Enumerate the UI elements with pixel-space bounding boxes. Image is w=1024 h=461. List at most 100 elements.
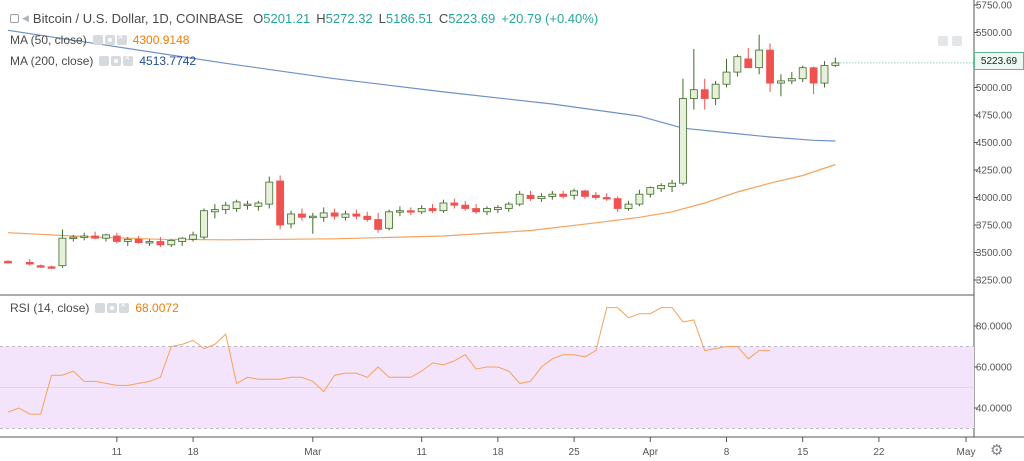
ma200-row: MA (200, close) 4513.7742 <box>10 53 196 69</box>
candle-down <box>91 235 99 239</box>
price-tick-label: 4500.00 <box>976 138 1013 149</box>
candle-up <box>80 235 89 238</box>
candle-down <box>809 67 818 84</box>
eye-icon[interactable] <box>92 35 103 45</box>
candle-up <box>319 212 328 218</box>
candle-down <box>134 238 143 244</box>
candle-up <box>221 204 230 210</box>
candle-up <box>254 202 263 207</box>
ma200-label: MA (200, close) <box>10 54 94 68</box>
symbol-row: ◀ Bitcoin / U.S. Dollar, 1D, COINBASE O5… <box>10 10 604 26</box>
close-icon[interactable] <box>119 300 130 313</box>
candle-up <box>200 210 208 238</box>
candle-up <box>308 215 317 219</box>
candle-up <box>722 71 731 85</box>
rsi-line <box>7 307 770 415</box>
ma200-line <box>7 29 836 142</box>
rsi-row: RSI (14, close) 68.0072 <box>10 300 179 316</box>
chevron-icon[interactable]: ◀ <box>22 12 29 23</box>
time-tick-label: 18 <box>188 447 200 458</box>
candle-down <box>374 219 383 230</box>
rsi-value: 68.0072 <box>135 301 179 315</box>
low-value: L5186.51 <box>379 11 433 26</box>
candle-down <box>112 235 121 242</box>
time-tick-label: May <box>957 447 976 458</box>
candle-up <box>777 80 785 84</box>
candle-up <box>210 209 219 213</box>
settings-icon[interactable] <box>107 303 118 313</box>
close-value: C5223.69 <box>439 11 495 26</box>
high-number: 5272.32 <box>325 10 373 26</box>
time-tick-label: Mar <box>304 447 322 458</box>
close-number: 5223.69 <box>448 10 496 26</box>
candle-down <box>744 58 753 69</box>
candle-up <box>102 234 110 239</box>
candle-down <box>472 208 481 213</box>
pane-minimize-icon[interactable] <box>952 36 962 46</box>
candle-up <box>189 234 197 240</box>
high-label: H <box>316 10 326 26</box>
candle-down <box>700 89 709 99</box>
candle-up <box>167 239 176 246</box>
time-tick-label: Apr <box>643 447 659 458</box>
candle-up <box>178 237 187 242</box>
candle-down <box>352 213 361 217</box>
collapse-icon[interactable] <box>10 13 19 23</box>
current-price-label: 5223.69 <box>974 52 1024 70</box>
candle-up <box>69 236 78 240</box>
candle-up <box>635 193 644 205</box>
eye-icon[interactable] <box>99 56 110 66</box>
price-tick-label: 4250.00 <box>976 166 1013 177</box>
price-tick-label: 3250.00 <box>976 276 1013 287</box>
candle-up <box>755 49 764 69</box>
ma50-value: 4300.9148 <box>132 33 190 47</box>
symbol-title: Bitcoin / U.S. Dollar, 1D, COINBASE <box>32 10 244 26</box>
ma50-row: MA (50, close) 4300.9148 <box>10 32 189 48</box>
candle-up <box>396 210 404 213</box>
high-value: H5272.32 <box>316 11 372 26</box>
candle-up <box>820 65 829 84</box>
candle-up <box>798 67 807 80</box>
candle-down <box>526 194 535 200</box>
price-tick-label: 3500.00 <box>976 248 1013 259</box>
candle-down <box>156 241 165 246</box>
pane-maximize-icon[interactable] <box>938 36 948 46</box>
time-tick-label: 8 <box>724 447 730 458</box>
rsi-tick-label: 40.0000 <box>976 404 1013 415</box>
candle-down <box>450 202 459 206</box>
candle-up <box>679 98 687 184</box>
close-icon[interactable] <box>123 53 134 66</box>
settings-icon[interactable] <box>104 35 115 45</box>
candle-up <box>385 211 393 229</box>
candle-up <box>711 83 720 99</box>
price-tick-label: 3750.00 <box>976 221 1013 232</box>
candle-up <box>483 208 491 213</box>
eye-icon[interactable] <box>95 303 106 313</box>
candle-down <box>25 261 34 265</box>
close-icon[interactable] <box>116 32 127 45</box>
rsi-tick-label: 80.0000 <box>976 322 1013 333</box>
change-value: +20.79 (+0.40%) <box>501 10 599 26</box>
candle-up <box>504 203 513 209</box>
candle-down <box>330 212 339 217</box>
candle-up <box>831 62 840 66</box>
candle-up <box>548 193 557 197</box>
candle-down <box>766 49 774 84</box>
gear-icon[interactable]: ⚙ <box>990 442 1004 459</box>
time-tick-label: 11 <box>416 447 427 458</box>
candle-down <box>428 208 437 212</box>
candle-up <box>145 241 154 244</box>
low-label: L <box>378 10 386 26</box>
candle-down <box>47 266 56 269</box>
candle-up <box>570 190 578 196</box>
settings-icon[interactable] <box>111 56 122 66</box>
candle-down <box>363 215 372 220</box>
candle-down <box>461 204 470 209</box>
ma200-value: 4513.7742 <box>139 54 197 68</box>
time-tick-label: 22 <box>873 447 885 458</box>
candle-down <box>4 260 12 264</box>
candle-up <box>689 89 698 99</box>
price-tick-label: 4000.00 <box>976 193 1013 204</box>
candle-up <box>265 181 274 205</box>
